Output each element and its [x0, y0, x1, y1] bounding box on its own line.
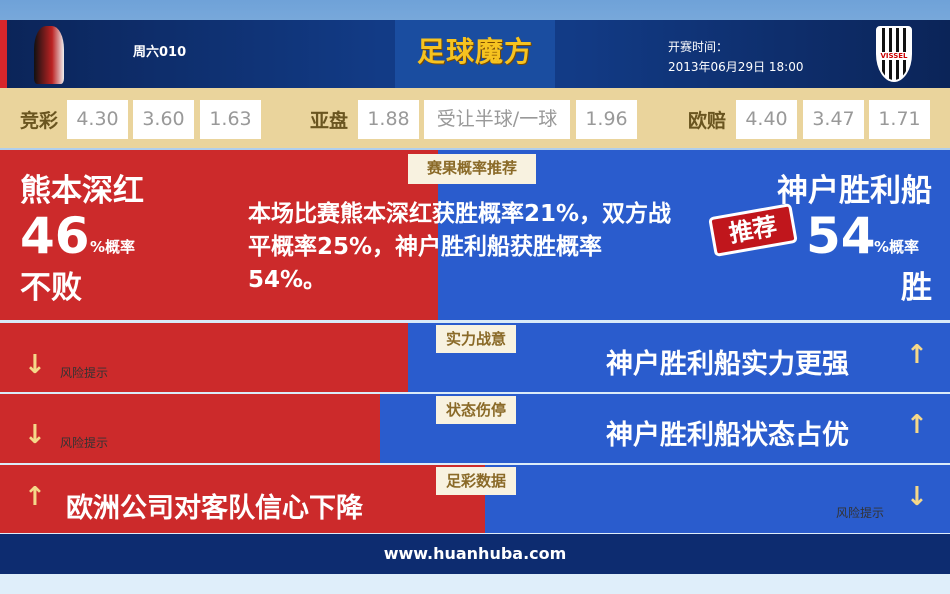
away-team: 神户胜利船: [777, 173, 932, 209]
kickoff-label: 开赛时间：: [668, 40, 729, 54]
away-crest-icon: VISSEL: [876, 26, 912, 82]
arrow-up-icon: ↑: [906, 340, 928, 370]
row1-tab: 实力战意: [436, 325, 516, 353]
home-pct: 46: [20, 207, 90, 265]
asian-odd: 1.96: [576, 100, 637, 139]
jingcai-label: 竞彩: [20, 110, 59, 132]
kickoff-time: 2013年06月29日 18:00: [668, 60, 804, 74]
header-stripe: [0, 20, 7, 88]
risk-hint: 风险提示: [836, 506, 885, 520]
home-result: 不败: [20, 270, 82, 306]
row2-tab: 状态伤停: [436, 396, 516, 424]
row2-text: 神户胜利船状态占优: [606, 420, 849, 451]
asian-handicap: 受让半球/一球: [424, 100, 570, 139]
footer-url[interactable]: www.huanhuba.com: [0, 534, 950, 574]
logo-box: [395, 20, 555, 88]
prediction-tab: 赛果概率推荐: [408, 154, 536, 184]
euro-odd: 1.71: [869, 100, 930, 139]
row3-home: [0, 465, 485, 533]
risk-hint: 风险提示: [60, 436, 109, 450]
jingcai-odd: 3.60: [133, 100, 194, 139]
euro-odd: 3.47: [803, 100, 864, 139]
row2-home: [0, 394, 380, 463]
home-panel: [0, 150, 438, 320]
row1-home: [0, 323, 408, 392]
euro-label: 欧赔: [688, 110, 727, 132]
arrow-down-icon: ↓: [24, 420, 46, 450]
asian-label: 亚盘: [310, 110, 349, 132]
row3-text: 欧洲公司对客队信心下降: [66, 493, 363, 524]
home-team: 熊本深红: [20, 173, 144, 209]
arrow-down-icon: ↓: [906, 482, 928, 512]
home-pct-suffix: %概率: [90, 238, 136, 256]
arrow-down-icon: ↓: [24, 350, 46, 380]
row1-text: 神户胜利船实力更强: [606, 349, 849, 380]
jingcai-odd: 4.30: [67, 100, 128, 139]
logo: 足球魔方: [416, 35, 533, 68]
away-crest-text: VISSEL: [880, 52, 908, 60]
away-pct: 54: [806, 207, 876, 265]
arrow-up-icon: ↑: [906, 410, 928, 440]
jingcai-odd: 1.63: [200, 100, 261, 139]
arrow-up-icon: ↑: [24, 482, 46, 512]
away-result: 胜: [901, 270, 932, 306]
away-pct-suffix: %概率: [874, 238, 920, 256]
prediction-summary: 本场比赛熊本深红获胜概率21%，双方战平概率25%，神户胜利船获胜概率54%。: [248, 201, 672, 293]
match-number: 周六010: [133, 45, 187, 60]
risk-hint: 风险提示: [60, 366, 109, 380]
asian-odd: 1.88: [358, 100, 419, 139]
euro-odd: 4.40: [736, 100, 797, 139]
row3-away: [485, 465, 950, 533]
row3-tab: 足彩数据: [436, 467, 516, 495]
home-crest-icon: [34, 26, 64, 84]
